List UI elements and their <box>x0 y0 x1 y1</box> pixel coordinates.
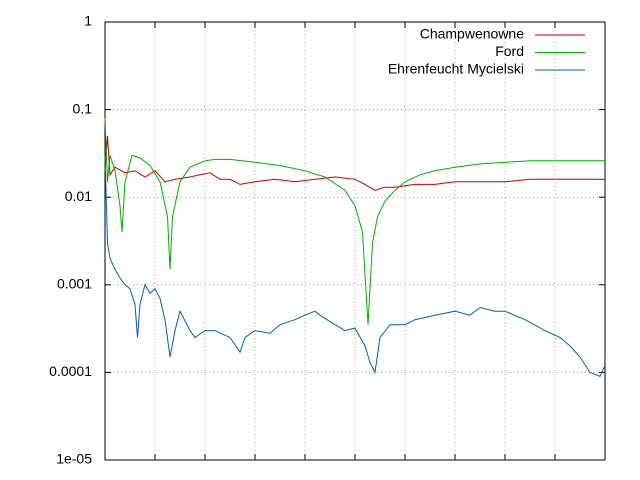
y-tick-label: 1e-05 <box>56 451 92 467</box>
y-tick-label: 0.01 <box>65 188 92 204</box>
series-line <box>104 135 605 191</box>
series-line <box>104 155 606 378</box>
y-tick-label: 1 <box>84 13 92 29</box>
legend-label: Ford <box>495 43 524 59</box>
y-tick-label: 0.0001 <box>49 363 92 379</box>
series-line <box>104 118 605 325</box>
y-tick-label: 0.001 <box>57 276 92 292</box>
y-tick-label: 0.1 <box>73 100 93 116</box>
legend-label: Champwenowne <box>420 26 524 42</box>
legend-label: Ehrenfeucht Mycielski <box>388 61 524 77</box>
plot-frame <box>104 21 606 461</box>
